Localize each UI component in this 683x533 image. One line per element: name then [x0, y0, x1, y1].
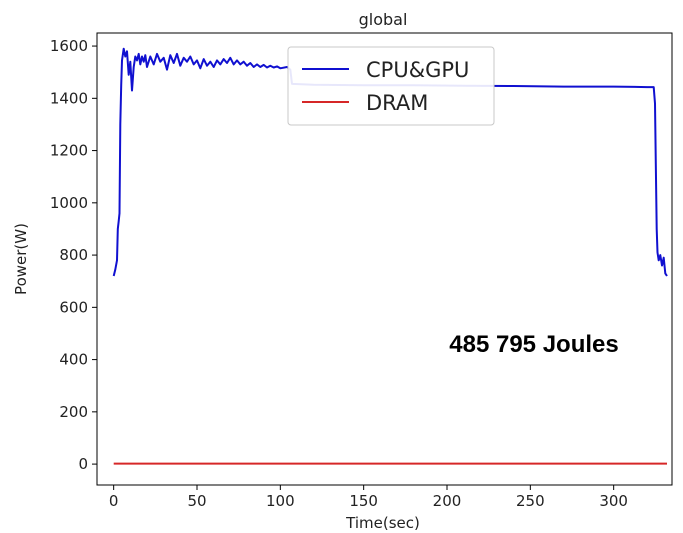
legend: CPU&GPU DRAM — [287, 46, 495, 126]
y-tick-label: 1000 — [50, 194, 88, 212]
y-tick-label: 800 — [59, 246, 88, 264]
x-axis-ticks: 0 50 100 150 200 250 300 — [109, 485, 628, 510]
y-tick-label: 1400 — [50, 89, 88, 107]
y-tick-label: 1600 — [50, 37, 88, 55]
energy-annotation: 485 795 Joules — [449, 331, 618, 358]
y-axis-ticks: 0 200 400 600 800 1000 1200 1400 1600 — [50, 37, 97, 473]
y-axis-label: Power(W) — [12, 223, 30, 295]
y-tick-label: 1200 — [50, 142, 88, 160]
x-axis-label: Time(sec) — [345, 514, 420, 532]
x-tick-label: 100 — [266, 492, 295, 510]
y-tick-label: 400 — [59, 351, 88, 369]
series-line-cpu-gpu — [112, 47, 668, 277]
y-tick-label: 600 — [59, 298, 88, 316]
chart-title: global — [359, 10, 408, 29]
plot-frame — [96, 32, 673, 486]
x-tick-label: 300 — [599, 492, 628, 510]
x-tick-label: 0 — [109, 492, 119, 510]
legend-box — [287, 46, 495, 126]
y-tick-label: 200 — [59, 403, 88, 421]
x-tick-label: 150 — [349, 492, 378, 510]
x-tick-label: 200 — [433, 492, 462, 510]
legend-label: DRAM — [366, 91, 428, 115]
x-tick-label: 250 — [516, 492, 545, 510]
plot-lines — [112, 47, 668, 465]
legend-label: CPU&GPU — [366, 58, 469, 82]
x-tick-label: 50 — [187, 492, 206, 510]
y-tick-label: 0 — [78, 455, 88, 473]
